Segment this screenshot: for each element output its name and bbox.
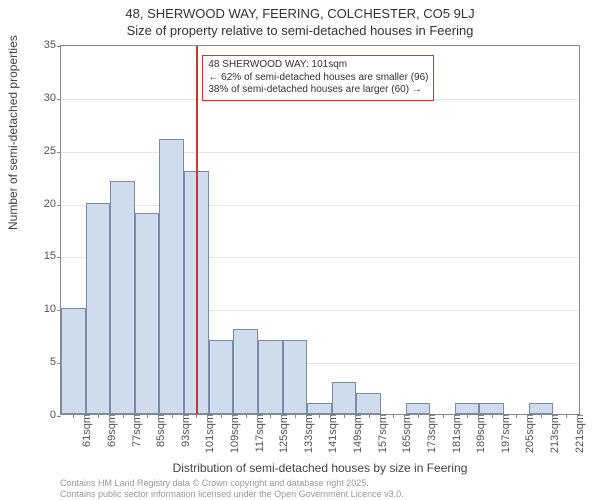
grid-line bbox=[61, 152, 579, 153]
x-tick-mark bbox=[295, 414, 296, 418]
x-tick-label: 213sqm bbox=[545, 414, 561, 453]
histogram-bar bbox=[406, 403, 431, 414]
x-tick-label: 181sqm bbox=[447, 414, 463, 453]
footnote-line-2: Contains public sector information licen… bbox=[60, 489, 404, 500]
callout-box: 48 SHERWOOD WAY: 101sqm← 62% of semi-det… bbox=[202, 55, 434, 101]
x-tick-mark bbox=[516, 414, 517, 418]
x-tick-label: 221sqm bbox=[570, 414, 586, 453]
footnote-line-1: Contains HM Land Registry data © Crown c… bbox=[60, 478, 404, 489]
x-tick-label: 125sqm bbox=[274, 414, 290, 453]
x-tick-mark bbox=[344, 414, 345, 418]
grid-line bbox=[61, 205, 579, 206]
histogram-bar bbox=[307, 403, 332, 414]
x-tick-mark bbox=[123, 414, 124, 418]
x-tick-mark bbox=[443, 414, 444, 418]
callout-line: 38% of semi-detached houses are larger (… bbox=[208, 84, 428, 97]
footnote: Contains HM Land Registry data © Crown c… bbox=[60, 478, 404, 500]
x-tick-mark bbox=[566, 414, 567, 418]
histogram-bar bbox=[61, 308, 86, 414]
x-tick-mark bbox=[147, 414, 148, 418]
histogram-bar bbox=[455, 403, 480, 414]
x-tick-label: 69sqm bbox=[102, 414, 118, 447]
y-tick-label: 20 bbox=[16, 198, 56, 210]
y-tick-mark bbox=[57, 205, 61, 206]
histogram-bar bbox=[258, 340, 283, 414]
histogram-bar bbox=[233, 329, 258, 414]
x-tick-mark bbox=[319, 414, 320, 418]
x-tick-label: 165sqm bbox=[397, 414, 413, 453]
chart-container: 48, SHERWOOD WAY, FEERING, COLCHESTER, C… bbox=[0, 0, 600, 500]
histogram-bar bbox=[209, 340, 234, 414]
x-tick-label: 133sqm bbox=[299, 414, 315, 453]
y-tick-label: 30 bbox=[16, 92, 56, 104]
plot-area: 61sqm69sqm77sqm85sqm93sqm101sqm109sqm117… bbox=[60, 45, 580, 415]
x-tick-label: 173sqm bbox=[422, 414, 438, 453]
x-tick-mark bbox=[541, 414, 542, 418]
x-tick-label: 85sqm bbox=[151, 414, 167, 447]
x-tick-mark bbox=[418, 414, 419, 418]
marker-line bbox=[196, 46, 198, 414]
x-tick-label: 77sqm bbox=[127, 414, 143, 447]
histogram-bar bbox=[332, 382, 357, 414]
title-line-1: 48, SHERWOOD WAY, FEERING, COLCHESTER, C… bbox=[0, 6, 600, 23]
x-axis-title: Distribution of semi-detached houses by … bbox=[60, 461, 580, 475]
x-tick-mark bbox=[196, 414, 197, 418]
x-tick-label: 101sqm bbox=[200, 414, 216, 453]
histogram-bar bbox=[283, 340, 308, 414]
x-tick-mark bbox=[172, 414, 173, 418]
x-tick-mark bbox=[369, 414, 370, 418]
title-line-2: Size of property relative to semi-detach… bbox=[0, 23, 600, 40]
x-tick-label: 157sqm bbox=[373, 414, 389, 453]
histogram-bar bbox=[86, 203, 111, 414]
x-tick-label: 205sqm bbox=[520, 414, 536, 453]
x-tick-label: 149sqm bbox=[348, 414, 364, 453]
y-tick-mark bbox=[57, 416, 61, 417]
y-tick-label: 5 bbox=[16, 356, 56, 368]
y-tick-label: 10 bbox=[16, 303, 56, 315]
y-tick-label: 25 bbox=[16, 145, 56, 157]
x-tick-label: 189sqm bbox=[471, 414, 487, 453]
x-tick-mark bbox=[270, 414, 271, 418]
histogram-bar bbox=[135, 213, 160, 414]
histogram-bar bbox=[159, 139, 184, 414]
y-tick-mark bbox=[57, 46, 61, 47]
x-tick-label: 141sqm bbox=[323, 414, 339, 453]
callout-line: 48 SHERWOOD WAY: 101sqm bbox=[208, 59, 428, 72]
x-tick-mark bbox=[221, 414, 222, 418]
chart-title: 48, SHERWOOD WAY, FEERING, COLCHESTER, C… bbox=[0, 0, 600, 40]
y-tick-label: 15 bbox=[16, 250, 56, 262]
x-tick-mark bbox=[467, 414, 468, 418]
x-tick-mark bbox=[73, 414, 74, 418]
x-tick-mark bbox=[492, 414, 493, 418]
callout-line: ← 62% of semi-detached houses are smalle… bbox=[208, 72, 428, 85]
x-tick-label: 109sqm bbox=[225, 414, 241, 453]
x-tick-label: 197sqm bbox=[496, 414, 512, 453]
histogram-bar bbox=[356, 393, 381, 414]
x-tick-mark bbox=[393, 414, 394, 418]
histogram-bar bbox=[479, 403, 504, 414]
histogram-bar bbox=[110, 181, 135, 414]
x-tick-mark bbox=[246, 414, 247, 418]
y-tick-label: 0 bbox=[16, 409, 56, 421]
y-tick-label: 35 bbox=[16, 39, 56, 51]
y-tick-mark bbox=[57, 99, 61, 100]
histogram-bar bbox=[529, 403, 554, 414]
y-tick-mark bbox=[57, 152, 61, 153]
x-tick-label: 117sqm bbox=[250, 414, 266, 452]
y-tick-mark bbox=[57, 257, 61, 258]
x-tick-label: 93sqm bbox=[176, 414, 192, 447]
x-tick-mark bbox=[98, 414, 99, 418]
x-tick-label: 61sqm bbox=[77, 414, 93, 447]
